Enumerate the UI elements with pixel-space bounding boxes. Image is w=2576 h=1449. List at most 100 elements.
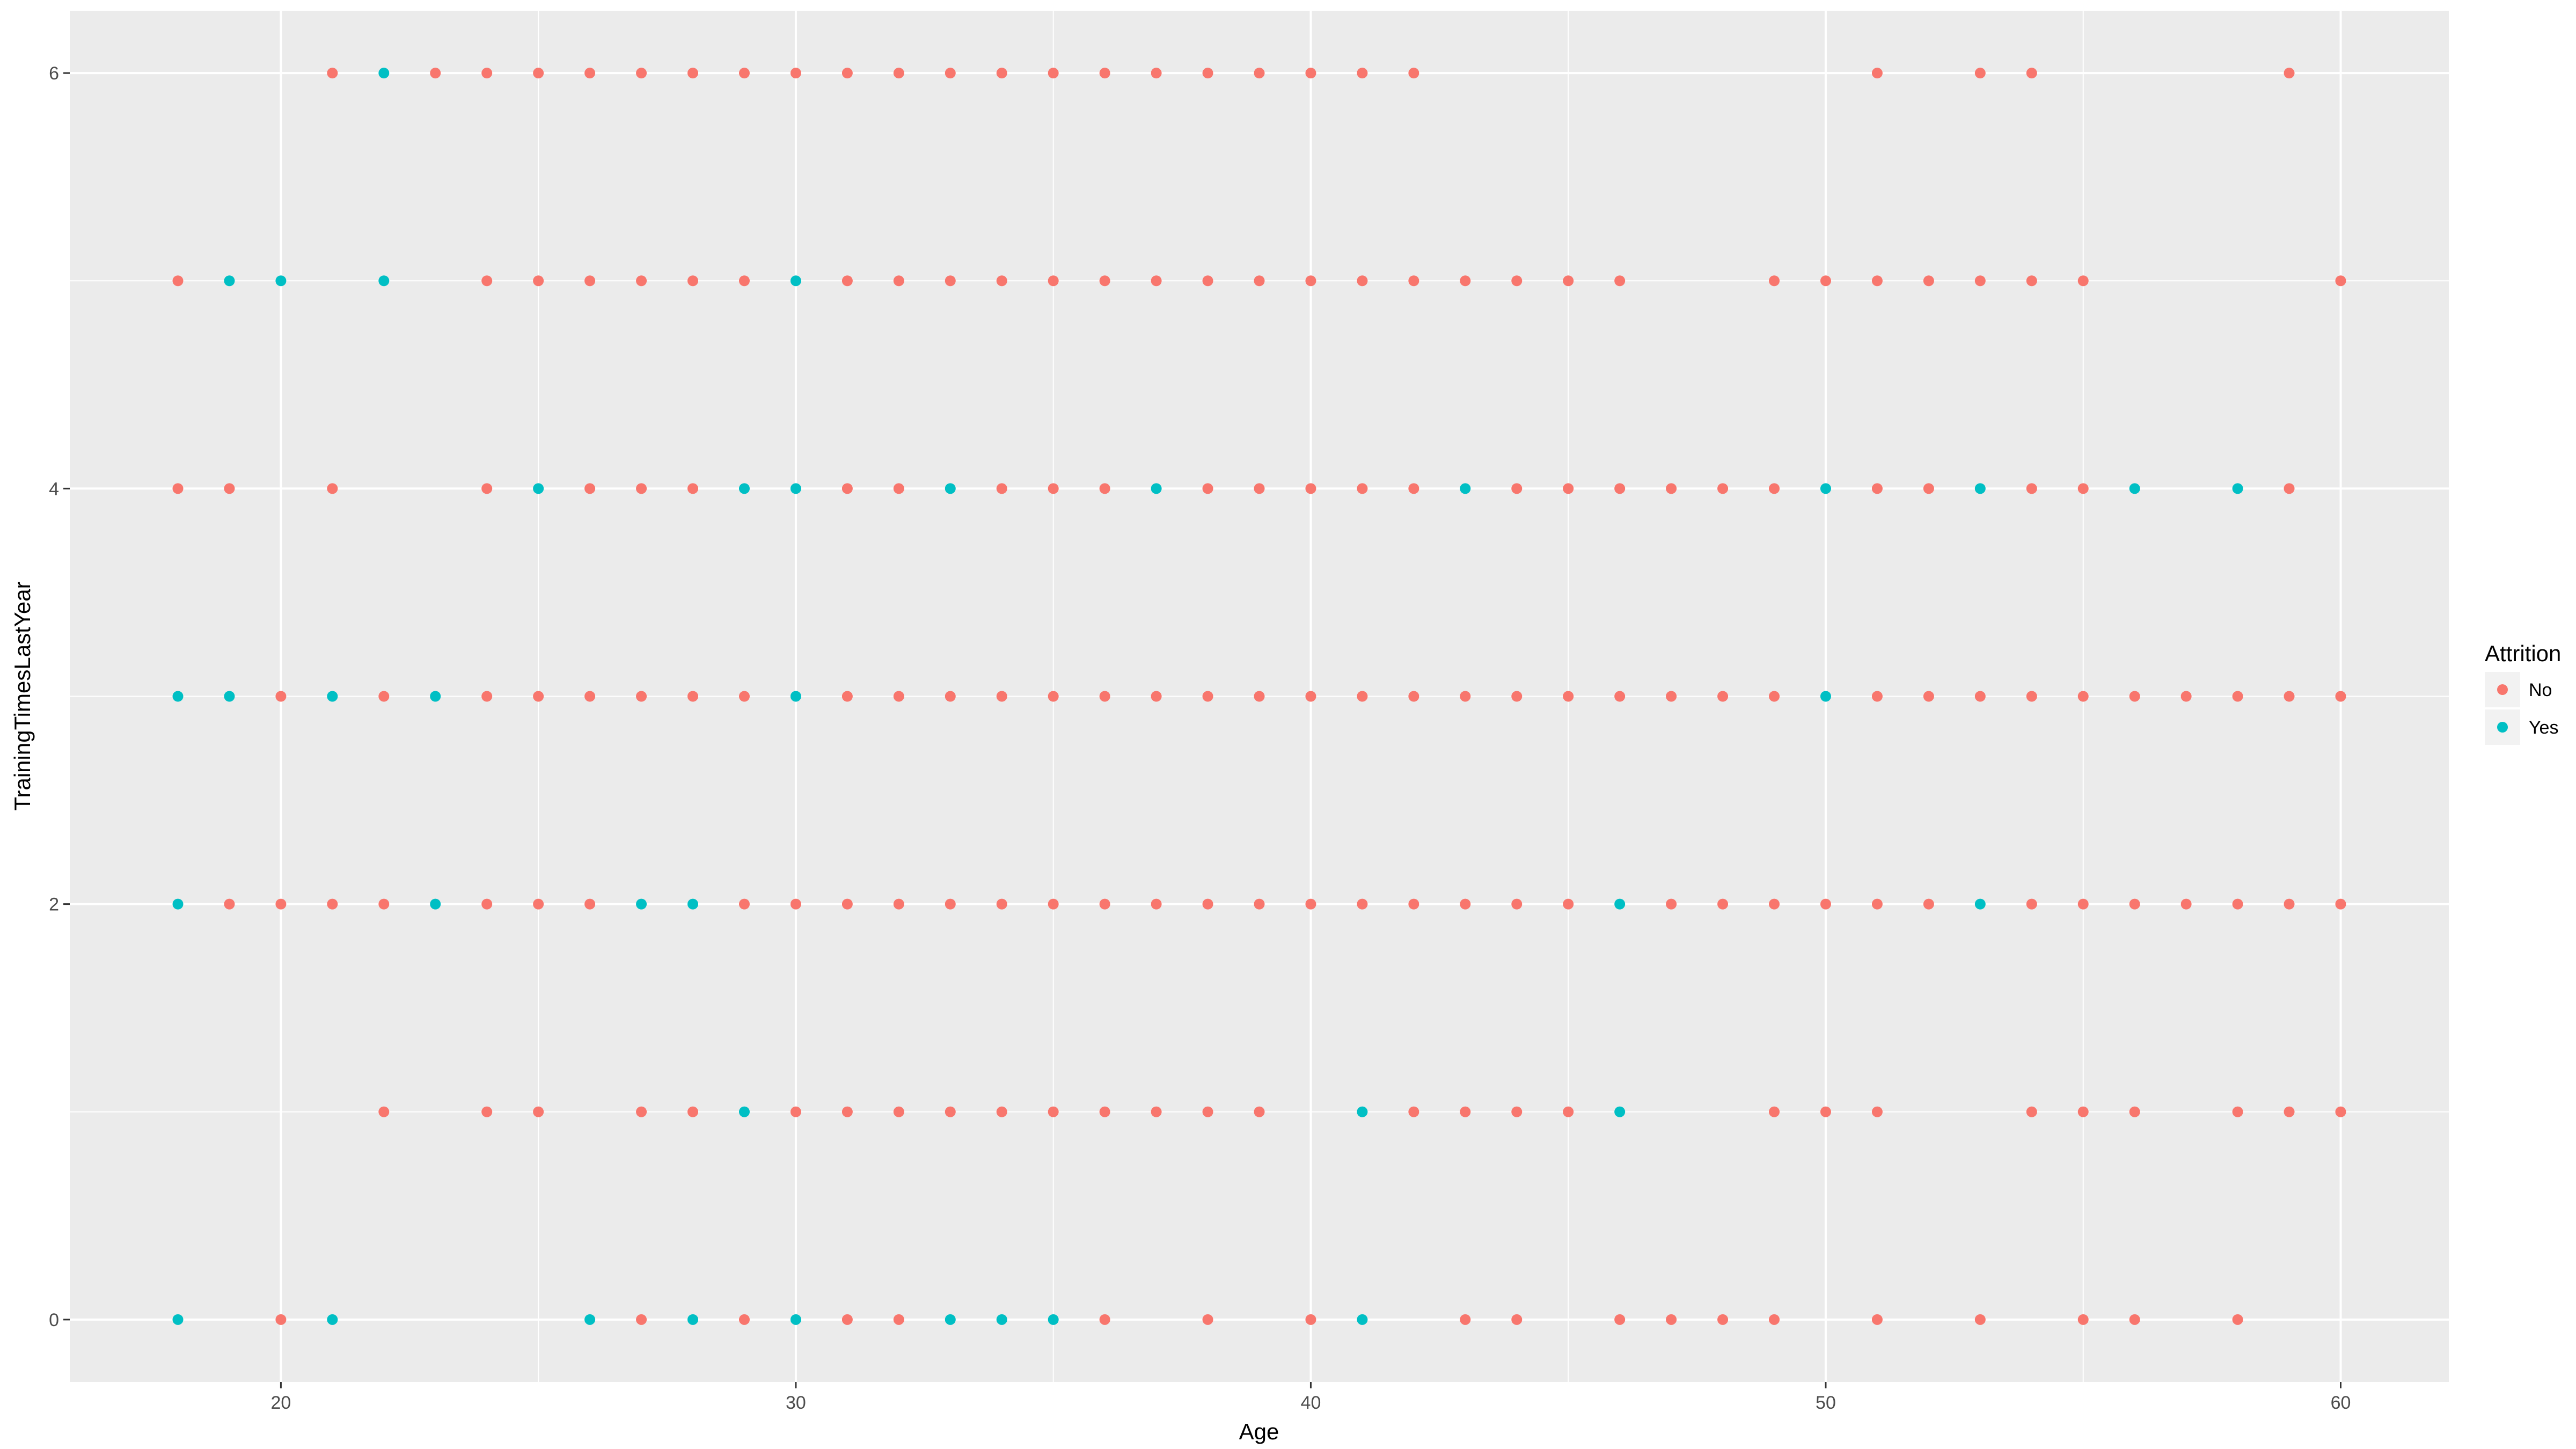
- data-point: [1254, 68, 1265, 79]
- data-point: [945, 898, 956, 910]
- data-point: [790, 483, 801, 494]
- data-point: [687, 483, 699, 494]
- data-point: [1357, 1106, 1368, 1117]
- data-point: [584, 275, 596, 287]
- data-point: [893, 1314, 904, 1325]
- data-point: [1974, 1314, 1986, 1325]
- data-point: [275, 691, 287, 702]
- data-point: [738, 691, 750, 702]
- data-point: [327, 1314, 338, 1325]
- data-point: [1202, 68, 1213, 79]
- y-axis-title: TrainingTimesLastYear: [10, 581, 35, 810]
- data-point: [841, 1106, 853, 1117]
- data-point: [1717, 483, 1729, 494]
- data-point: [2180, 691, 2192, 702]
- data-point: [1048, 1106, 1059, 1117]
- data-point: [1871, 691, 1883, 702]
- x-tick-label: 50: [1816, 1393, 1836, 1413]
- data-point: [636, 68, 647, 79]
- data-point: [841, 691, 853, 702]
- data-point: [1254, 275, 1265, 287]
- data-point: [1974, 275, 1986, 287]
- data-points: [172, 68, 2346, 1325]
- data-point: [893, 1106, 904, 1117]
- data-point: [1820, 483, 1831, 494]
- data-point: [1202, 691, 1213, 702]
- y-tick-label: 6: [49, 63, 59, 84]
- data-point: [1357, 275, 1368, 287]
- data-point: [996, 275, 1007, 287]
- data-point: [738, 1314, 750, 1325]
- data-point: [1408, 1106, 1419, 1117]
- x-tick-label: 60: [2331, 1393, 2351, 1413]
- data-point: [1460, 275, 1471, 287]
- data-point: [1305, 483, 1316, 494]
- data-point: [275, 275, 287, 287]
- data-point: [1871, 898, 1883, 910]
- data-point: [1305, 1314, 1316, 1325]
- data-point: [1357, 691, 1368, 702]
- data-point: [790, 1106, 801, 1117]
- data-point: [1511, 275, 1523, 287]
- data-point: [1408, 275, 1419, 287]
- data-point: [1563, 1106, 1574, 1117]
- data-point: [481, 483, 493, 494]
- data-point: [1048, 68, 1059, 79]
- data-point: [893, 691, 904, 702]
- data-point: [1717, 898, 1729, 910]
- data-point: [1151, 898, 1162, 910]
- data-point: [2284, 898, 2295, 910]
- data-point: [2335, 1106, 2346, 1117]
- data-point: [1769, 275, 1780, 287]
- data-point: [1254, 691, 1265, 702]
- data-point: [2026, 483, 2037, 494]
- data-point: [1769, 898, 1780, 910]
- data-point: [1923, 483, 1934, 494]
- data-point: [2077, 898, 2089, 910]
- legend-entries: No Yes: [2485, 672, 2558, 745]
- data-point: [1151, 1106, 1162, 1117]
- data-point: [1099, 1106, 1110, 1117]
- y-tick-label: 4: [49, 479, 59, 499]
- data-point: [1511, 898, 1523, 910]
- data-point: [1460, 691, 1471, 702]
- data-point: [584, 483, 596, 494]
- data-point: [945, 275, 956, 287]
- data-point: [687, 1314, 699, 1325]
- data-point: [172, 1314, 184, 1325]
- data-point: [893, 483, 904, 494]
- data-point: [1099, 275, 1110, 287]
- legend: Attrition No Yes: [2485, 641, 2561, 745]
- data-point: [1820, 275, 1831, 287]
- x-tick-label: 30: [786, 1393, 806, 1413]
- data-point: [1666, 898, 1677, 910]
- data-point: [172, 691, 184, 702]
- data-point: [327, 691, 338, 702]
- data-point: [1666, 691, 1677, 702]
- data-point: [2026, 898, 2037, 910]
- data-point: [790, 898, 801, 910]
- data-point: [172, 275, 184, 287]
- data-point: [945, 68, 956, 79]
- data-point: [533, 483, 544, 494]
- data-point: [224, 483, 235, 494]
- data-point: [1614, 275, 1626, 287]
- x-tick-label: 20: [270, 1393, 291, 1413]
- data-point: [2077, 483, 2089, 494]
- data-point: [1202, 1314, 1213, 1325]
- data-point: [1357, 68, 1368, 79]
- data-point: [1151, 483, 1162, 494]
- data-point: [2129, 1106, 2140, 1117]
- data-point: [1614, 898, 1626, 910]
- data-point: [1099, 68, 1110, 79]
- data-point: [378, 275, 390, 287]
- data-point: [1871, 483, 1883, 494]
- data-point: [1974, 898, 1986, 910]
- data-point: [481, 898, 493, 910]
- data-point: [1614, 1314, 1626, 1325]
- data-point: [1254, 1106, 1265, 1117]
- data-point: [2180, 898, 2192, 910]
- data-point: [790, 1314, 801, 1325]
- y-tick-label: 0: [49, 1310, 59, 1330]
